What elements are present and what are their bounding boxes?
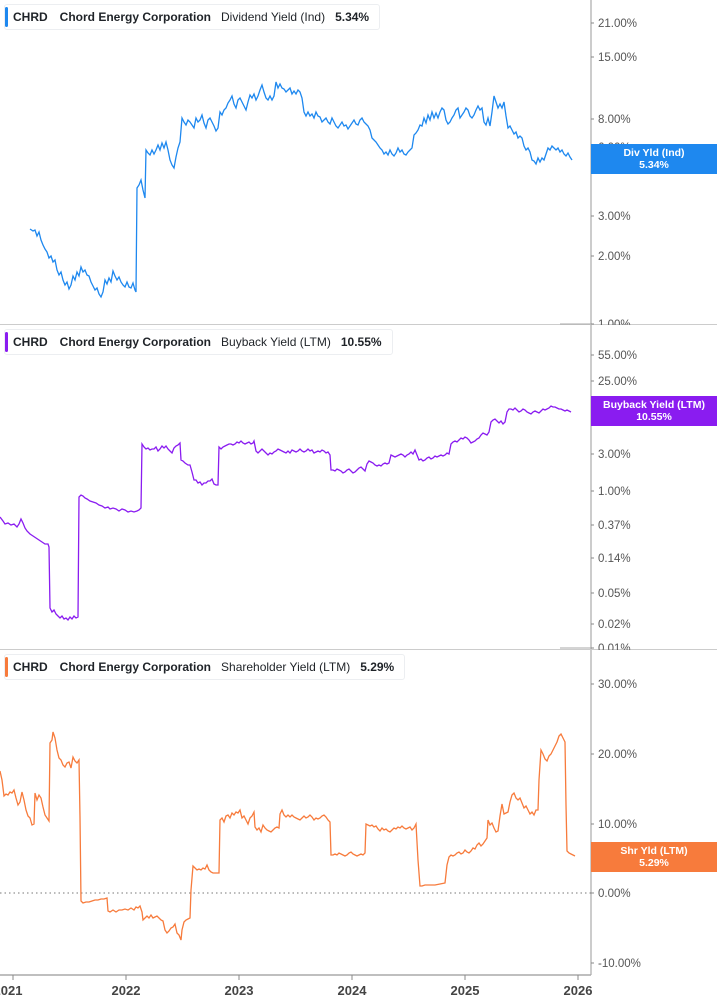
svg-text:3.00%: 3.00% bbox=[598, 449, 631, 461]
dividend-yield-line bbox=[29, 81, 573, 299]
company-name: Chord Energy Corporation bbox=[59, 660, 212, 674]
badge-label: Buyback Yield (LTM) bbox=[603, 399, 705, 411]
svg-text:0.37%: 0.37% bbox=[598, 520, 631, 532]
svg-text:55.00%: 55.00% bbox=[598, 350, 637, 362]
x-axis-ticks bbox=[12, 975, 579, 980]
metric-value: 5.34% bbox=[335, 10, 370, 24]
shareholder-yield-plot: 30.00% 20.00% 10.00% 0.00% -10.00% bbox=[0, 650, 641, 980]
svg-text:30.00%: 30.00% bbox=[598, 679, 637, 691]
ticker: CHRD bbox=[13, 660, 48, 674]
dividend-yield-legend[interactable]: CHRD Chord Energy Corporation Dividend Y… bbox=[4, 4, 381, 30]
badge-value: 5.34% bbox=[639, 159, 669, 171]
badge-label: Shr Yld (LTM) bbox=[620, 845, 688, 857]
svg-text:0.00%: 0.00% bbox=[598, 888, 631, 900]
x-label-2023: 2023 bbox=[224, 983, 254, 998]
x-label-2024: 2024 bbox=[337, 983, 367, 998]
buyback-yield-line bbox=[0, 405, 572, 622]
svg-text:1.00%: 1.00% bbox=[598, 486, 631, 498]
dividend-yield-panel: 21.00% 15.00% 8.00% 6.00% 3.00% 2.00% 1.… bbox=[0, 0, 717, 325]
svg-text:10.00%: 10.00% bbox=[598, 819, 637, 831]
company-name: Chord Energy Corporation bbox=[59, 10, 212, 24]
svg-text:0.14%: 0.14% bbox=[598, 553, 631, 565]
buyback-yield-panel: 55.00% 25.00% 8.00% 3.00% 1.00% 0.37% 0.… bbox=[0, 325, 717, 650]
company-name: Chord Energy Corporation bbox=[59, 335, 212, 349]
svg-text:2.00%: 2.00% bbox=[598, 251, 631, 263]
buyback-yield-y-ticks: 55.00% 25.00% 8.00% 3.00% 1.00% 0.37% 0.… bbox=[591, 350, 637, 650]
shareholder-yield-line bbox=[0, 731, 576, 941]
metric-value: 10.55% bbox=[340, 335, 382, 349]
shareholder-yield-value-badge: Shr Yld (LTM) 5.29% bbox=[591, 842, 717, 872]
svg-text:21.00%: 21.00% bbox=[598, 18, 637, 30]
shareholder-yield-y-ticks: 30.00% 20.00% 10.00% 0.00% -10.00% bbox=[591, 679, 641, 970]
series-color-swatch bbox=[5, 332, 8, 352]
series-color-swatch bbox=[5, 657, 8, 677]
dividend-yield-value-badge: Div Yld (Ind) 5.34% bbox=[591, 144, 717, 174]
x-label-2026: 2026 bbox=[563, 983, 593, 998]
shareholder-yield-legend[interactable]: CHRD Chord Energy Corporation Shareholde… bbox=[4, 654, 406, 680]
svg-text:0.02%: 0.02% bbox=[598, 619, 631, 631]
buyback-yield-value-badge: Buyback Yield (LTM) 10.55% bbox=[591, 396, 717, 426]
svg-text:0.05%: 0.05% bbox=[598, 588, 631, 600]
svg-text:3.00%: 3.00% bbox=[598, 211, 631, 223]
svg-text:1.00%: 1.00% bbox=[598, 319, 631, 325]
badge-value: 5.29% bbox=[639, 857, 669, 869]
svg-text:8.00%: 8.00% bbox=[598, 114, 631, 126]
ticker: CHRD bbox=[13, 10, 48, 24]
svg-text:15.00%: 15.00% bbox=[598, 52, 637, 64]
metric-name: Dividend Yield (Ind) bbox=[221, 10, 326, 24]
svg-text:0.01%: 0.01% bbox=[598, 643, 631, 650]
metric-name: Shareholder Yield (LTM) bbox=[221, 660, 351, 674]
x-label-2021: 2021 bbox=[0, 983, 23, 998]
metric-value: 5.29% bbox=[360, 660, 395, 674]
series-color-swatch bbox=[5, 7, 8, 27]
svg-text:25.00%: 25.00% bbox=[598, 376, 637, 388]
x-label-2022: 2022 bbox=[111, 983, 141, 998]
buyback-yield-legend[interactable]: CHRD Chord Energy Corporation Buyback Yi… bbox=[4, 329, 393, 355]
shareholder-yield-panel: 30.00% 20.00% 10.00% 0.00% -10.00% CHRD … bbox=[0, 650, 717, 1005]
badge-value: 10.55% bbox=[636, 411, 672, 423]
badge-label: Div Yld (Ind) bbox=[623, 147, 685, 159]
metric-name: Buyback Yield (LTM) bbox=[221, 335, 331, 349]
svg-text:-10.00%: -10.00% bbox=[598, 958, 641, 970]
svg-text:20.00%: 20.00% bbox=[598, 749, 637, 761]
buyback-yield-plot: 55.00% 25.00% 8.00% 3.00% 1.00% 0.37% 0.… bbox=[0, 325, 717, 650]
ticker: CHRD bbox=[13, 335, 48, 349]
x-label-2025: 2025 bbox=[450, 983, 480, 998]
